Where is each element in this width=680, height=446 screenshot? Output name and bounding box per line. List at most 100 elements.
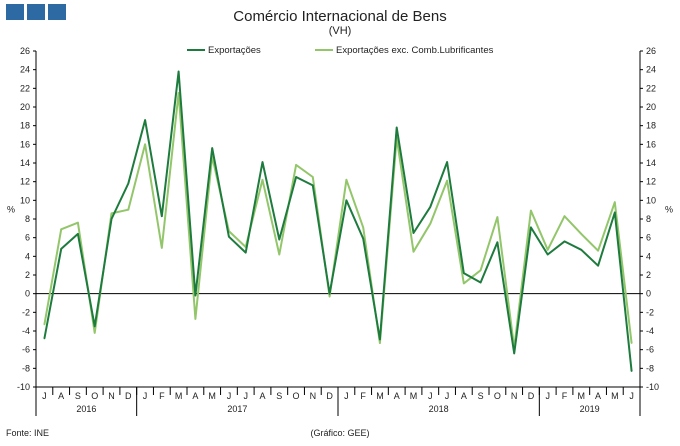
- x-tick-label: J: [344, 391, 349, 401]
- x-tick-label: N: [511, 391, 518, 401]
- x-tick-label: A: [259, 391, 265, 401]
- data-point: [513, 352, 515, 355]
- data-point: [77, 233, 79, 235]
- data-point: [479, 269, 482, 272]
- y-tick-label-right: -6: [646, 345, 654, 355]
- data-point: [328, 292, 331, 295]
- data-point: [110, 218, 113, 220]
- data-point: [614, 211, 616, 214]
- logo-square-icon: [48, 4, 66, 20]
- data-point: [244, 251, 247, 254]
- x-tick-label: S: [276, 391, 282, 401]
- x-tick-label: M: [410, 391, 418, 401]
- y-tick-label-left: -8: [22, 363, 30, 373]
- data-point: [614, 201, 616, 203]
- data-point: [479, 281, 482, 284]
- data-point: [93, 332, 96, 334]
- x-tick-label: J: [545, 391, 550, 401]
- data-point: [412, 250, 415, 253]
- y-tick-label-right: -4: [646, 326, 654, 336]
- data-point: [60, 228, 62, 231]
- y-tick-label-right: -10: [646, 382, 659, 392]
- y-tick-label-right: -2: [646, 307, 654, 317]
- logo-square-icon: [6, 4, 24, 20]
- data-point: [161, 247, 163, 249]
- data-point: [177, 70, 180, 73]
- y-tick-label-left: 8: [25, 214, 30, 224]
- data-point: [43, 323, 46, 326]
- y-axis-unit-left: %: [7, 205, 15, 215]
- series-line-exportacoes-exc: [43, 92, 633, 349]
- chart-subtitle: (VH): [328, 25, 352, 37]
- data-point: [345, 199, 348, 202]
- chart-title: Comércio Internacional de Bens: [233, 8, 447, 25]
- x-tick-label: A: [461, 391, 467, 401]
- data-point: [546, 253, 549, 256]
- legend-label: Exportações: [208, 45, 261, 56]
- data-point: [161, 215, 163, 217]
- y-tick-label-left: -2: [22, 307, 30, 317]
- data-point: [127, 208, 130, 211]
- data-point: [211, 147, 213, 149]
- y-tick-label-right: 2: [646, 270, 651, 280]
- logo: [6, 4, 66, 20]
- x-tick-label: J: [42, 391, 47, 401]
- x-tick-label: F: [360, 391, 366, 401]
- y-tick-label-right: 16: [646, 139, 656, 149]
- data-point: [110, 212, 113, 215]
- x-tick-label: A: [58, 391, 64, 401]
- data-point: [429, 222, 432, 225]
- data-point: [496, 216, 499, 218]
- x-tick-label: S: [75, 391, 81, 401]
- x-tick-label: F: [159, 391, 165, 401]
- x-tick-label: N: [310, 391, 317, 401]
- x-tick-label: M: [208, 391, 216, 401]
- x-tick-label: J: [143, 391, 148, 401]
- data-point: [446, 161, 448, 163]
- legend: Exportações Exportações exc. Comb.Lubrifi…: [187, 45, 494, 56]
- data-point: [463, 282, 465, 285]
- x-tick-label: O: [91, 391, 98, 401]
- data-point: [60, 248, 62, 250]
- data-point: [345, 179, 348, 181]
- data-point: [379, 338, 381, 341]
- data-point: [93, 325, 96, 328]
- y-tick-label-right: 10: [646, 195, 656, 205]
- y-tick-label-left: 12: [20, 177, 30, 187]
- y-tick-label-right: 0: [646, 289, 651, 299]
- x-tick-label: D: [528, 391, 535, 401]
- data-point: [597, 264, 599, 267]
- data-point: [630, 370, 633, 372]
- x-tick-label: J: [445, 391, 450, 401]
- y-tick-label-right: 22: [646, 83, 656, 93]
- data-point: [563, 215, 566, 217]
- data-point: [546, 249, 549, 251]
- data-point: [261, 179, 264, 181]
- data-point: [379, 342, 381, 344]
- data-point: [194, 318, 197, 320]
- y-tick-label-right: 26: [646, 46, 656, 56]
- data-point: [295, 176, 297, 178]
- x-tick-label: M: [611, 391, 619, 401]
- y-tick-label-left: -10: [17, 382, 30, 392]
- data-point: [597, 249, 599, 252]
- data-point: [580, 233, 583, 235]
- year-label: 2018: [429, 404, 449, 414]
- data-point: [446, 179, 448, 182]
- y-tick-label-left: 24: [20, 65, 30, 75]
- data-point: [144, 143, 146, 146]
- data-point: [429, 206, 432, 208]
- year-label: 2016: [76, 404, 96, 414]
- x-tick-label: N: [108, 391, 115, 401]
- y-tick-label-left: 22: [20, 83, 30, 93]
- data-point: [362, 237, 364, 240]
- x-tick-label: J: [428, 391, 433, 401]
- x-tick-label: A: [595, 391, 601, 401]
- y-tick-label-left: 20: [20, 102, 30, 112]
- y-tick-label-left: 10: [20, 195, 30, 205]
- y-tick-label-right: 24: [646, 65, 656, 75]
- x-tick-label: A: [192, 391, 198, 401]
- y-tick-label-left: -6: [22, 345, 30, 355]
- data-point: [530, 226, 532, 229]
